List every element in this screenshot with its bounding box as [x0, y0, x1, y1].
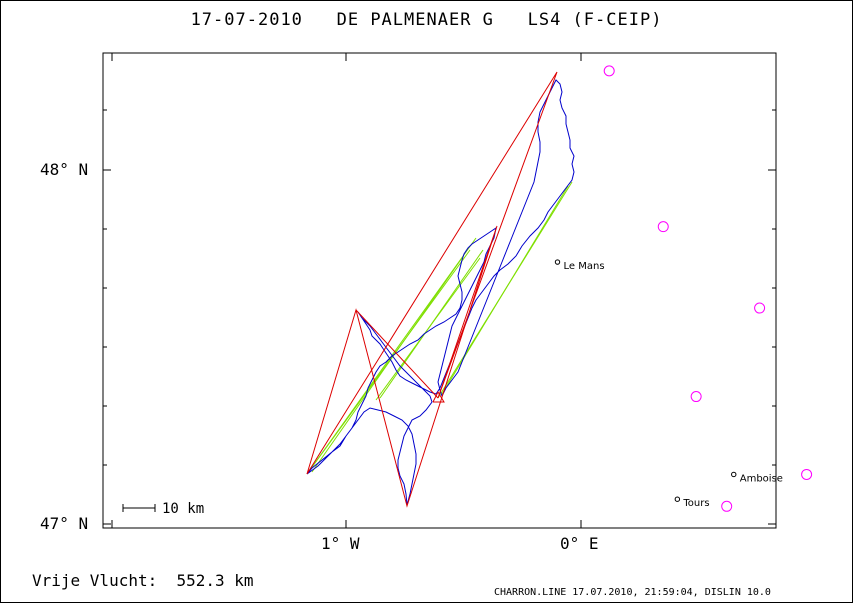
sector-lines	[306, 181, 573, 475]
latitude-label-47n: 47° N	[40, 514, 89, 533]
town-marker	[674, 496, 681, 502]
latitude-label-48n: 48° N	[40, 160, 89, 179]
task-lines	[306, 71, 558, 508]
turnpoint-markers	[603, 65, 813, 512]
town-marker	[554, 259, 561, 265]
town-markers: Le Mans Amboise Tours	[554, 259, 783, 509]
turnpoint-marker	[721, 500, 733, 512]
turnpoint-marker	[603, 65, 615, 77]
turnpoint-marker	[657, 221, 669, 233]
scale-bar	[122, 504, 156, 512]
map-area	[102, 52, 777, 529]
town-marker	[731, 471, 737, 478]
turnpoint-marker	[754, 302, 766, 314]
axis-ticks	[103, 52, 776, 528]
flight-distance-result: Vrije Vlucht: 552.3 km	[32, 571, 254, 590]
town-label: Tours	[682, 498, 709, 509]
turnpoint-marker	[801, 468, 813, 480]
town-label: Le Mans	[564, 261, 605, 272]
longitude-label-0e: 0° E	[560, 534, 599, 553]
footer-info: CHARRON.LINE 17.07.2010, 21:59:04, DISLI…	[494, 587, 771, 598]
longitude-label-1w: 1° W	[321, 534, 360, 553]
flight-title: 17-07-2010 DE PALMENAER G LS4 (F-CEIP)	[190, 10, 663, 30]
turnpoint-marker	[690, 391, 702, 403]
gps-track	[306, 79, 575, 506]
town-label: Amboise	[740, 473, 783, 484]
scale-bar-label: 10 km	[162, 501, 204, 517]
